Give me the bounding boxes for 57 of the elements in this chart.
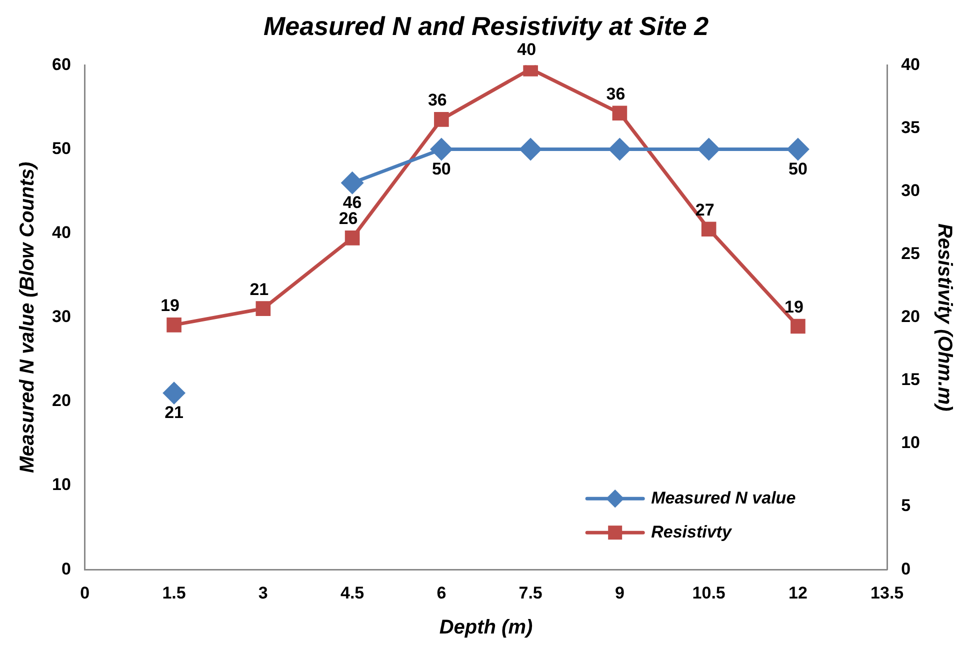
data-label: 19: [160, 296, 180, 316]
point: [790, 318, 806, 334]
x-tick-label: 1.5: [162, 583, 186, 602]
legend-label: Resistivty: [651, 522, 733, 542]
point: [344, 230, 360, 246]
x-tick-label: 12: [788, 583, 808, 602]
point: [523, 65, 538, 76]
y2-tick-label: 25: [901, 244, 920, 264]
y-axis-title: Measured N value (Blow Counts): [16, 161, 39, 473]
y2-tick-label: 35: [901, 118, 920, 137]
x-tick-label: 9: [614, 583, 624, 602]
data-label: 21: [250, 280, 269, 299]
x-tick-label: 0: [80, 583, 90, 602]
data-label: 19: [784, 297, 804, 316]
y-tick-label: 50: [52, 138, 71, 158]
y-tick-label: 0: [61, 559, 71, 578]
data-label: 21: [164, 403, 184, 422]
x-tick-label: 3: [258, 583, 268, 602]
point: [256, 301, 271, 316]
data-label: 36: [428, 90, 447, 110]
x-tick-label: 6: [436, 583, 446, 602]
point: [787, 138, 809, 160]
x-tick-label: 4.5: [340, 583, 364, 602]
point: [163, 382, 185, 404]
point: [608, 138, 630, 160]
data-label: 27: [695, 200, 714, 220]
y2-axis-title: Resistivity (Ohm.m): [933, 223, 956, 412]
x-tick-label: 10.5: [692, 583, 726, 602]
data-label: 40: [517, 40, 536, 60]
point: [520, 138, 542, 160]
legend-label: Measured N value: [651, 488, 796, 508]
y2-tick-label: 5: [901, 496, 911, 516]
y2-tick-label: 20: [901, 307, 920, 326]
x-tick-label: 7.5: [518, 583, 542, 602]
y-tick-label: 20: [52, 391, 71, 410]
y2-tick-label: 15: [901, 370, 920, 390]
point: [166, 318, 182, 332]
y-tick-label: 10: [52, 475, 71, 494]
point: [698, 138, 720, 160]
y2-tick-label: 40: [901, 54, 920, 74]
point: [434, 112, 449, 127]
x-axis-title: Depth (m): [439, 616, 533, 639]
y2-tick-label: 30: [901, 180, 920, 200]
data-label: 50: [788, 159, 808, 178]
chart-title: Measured N and Resistivity at Site 2: [263, 10, 710, 41]
point: [430, 138, 452, 160]
y-tick-label: 60: [52, 54, 71, 74]
y2-tick-label: 0: [901, 559, 911, 578]
point: [701, 222, 716, 237]
point: [342, 172, 364, 194]
x-tick-label: 13.5: [870, 583, 904, 602]
y-tick-label: 30: [52, 307, 71, 326]
y-tick-label: 40: [52, 223, 71, 242]
data-label: 50: [432, 159, 451, 178]
y2-tick-label: 10: [901, 433, 920, 452]
point: [612, 106, 628, 121]
data-label: 36: [606, 84, 626, 104]
